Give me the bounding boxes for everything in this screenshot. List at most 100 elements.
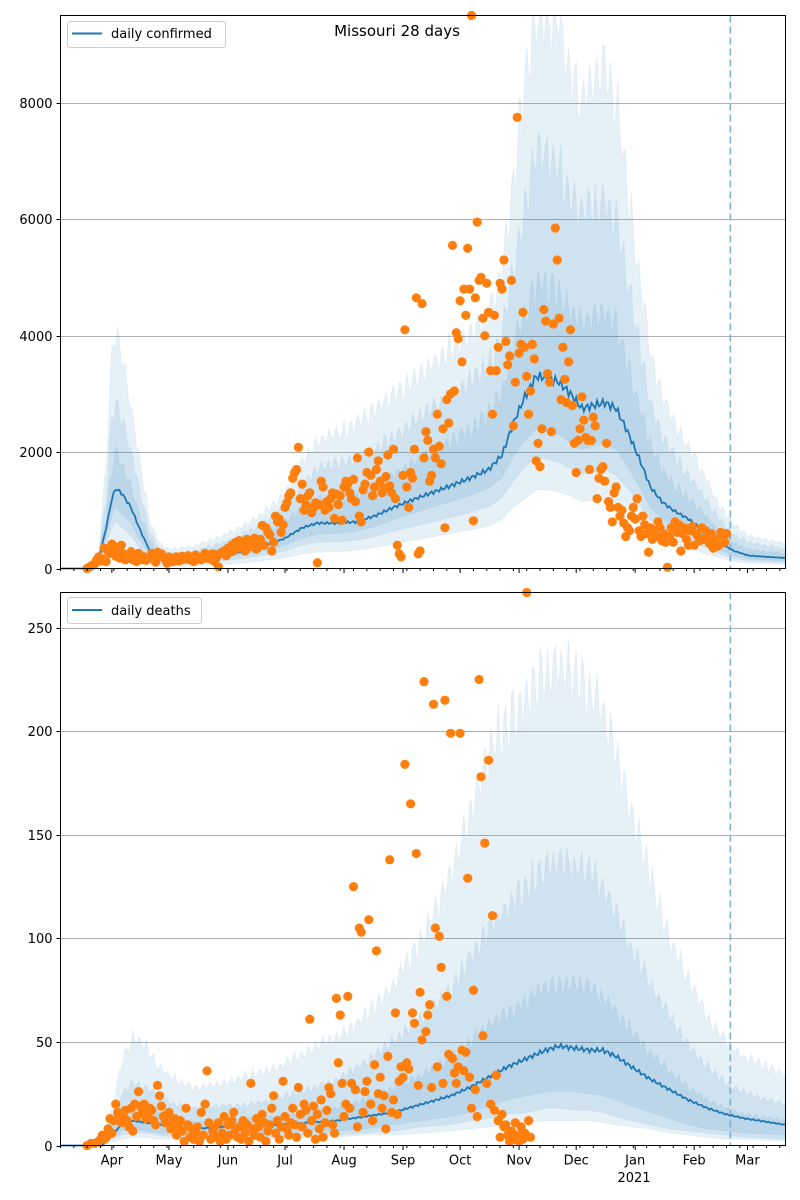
legend-label: daily confirmed: [111, 27, 212, 42]
x-tick-label: Apr: [101, 1154, 124, 1169]
confirmed-panel: 0 2000 4000 6000 8000 Missouri 28 days daily…: [19, 10, 786, 578]
data-point: [489, 1105, 499, 1115]
data-point: [339, 1111, 349, 1122]
data-point: [328, 1120, 338, 1130]
data-point: [345, 1103, 355, 1113]
data-point: [590, 421, 600, 431]
data-point: [468, 516, 478, 526]
data-point: [356, 927, 366, 937]
data-point: [366, 470, 376, 480]
data-point: [305, 488, 315, 498]
data-point: [381, 1124, 391, 1134]
data-point: [567, 400, 578, 411]
data-point: [164, 1107, 174, 1117]
data-point: [428, 699, 439, 709]
x-tick-label: Sep: [391, 1154, 416, 1169]
data-point: [459, 1066, 469, 1076]
data-point: [423, 435, 433, 445]
x-year-label: 2021: [617, 1171, 650, 1186]
data-point: [200, 1099, 210, 1109]
data-point: [529, 354, 539, 364]
y-tick-label: 0: [44, 563, 52, 578]
data-point: [495, 1132, 505, 1142]
data-point: [331, 993, 341, 1004]
data-point: [293, 442, 303, 452]
data-point: [476, 272, 486, 282]
data-point: [617, 505, 627, 515]
data-point: [175, 1116, 185, 1126]
data-point: [398, 1072, 408, 1082]
confirmed-gridlines: [60, 103, 786, 453]
data-point: [381, 471, 391, 482]
data-point: [447, 240, 458, 250]
data-point: [369, 482, 380, 492]
data-point: [350, 1085, 360, 1095]
data-point: [520, 342, 530, 352]
y-tick-label: 2000: [19, 446, 52, 461]
data-point: [411, 293, 421, 303]
confirmed-y-axis: 0 2000 4000 6000 8000: [19, 97, 61, 578]
deaths-y-axis: 0 50 100 150 200 250: [28, 622, 61, 1155]
data-point: [213, 562, 223, 572]
data-point: [291, 464, 302, 475]
data-point: [318, 1132, 328, 1142]
data-point: [468, 985, 478, 995]
data-point: [368, 491, 378, 501]
data-point: [383, 450, 393, 460]
data-point: [364, 915, 374, 925]
data-point: [390, 494, 400, 504]
data-point: [352, 453, 362, 463]
data-point: [510, 377, 520, 387]
y-tick-label: 150: [28, 829, 53, 844]
data-point: [425, 1000, 435, 1010]
data-point: [116, 540, 126, 550]
data-point: [213, 1118, 223, 1128]
data-point: [371, 464, 381, 475]
confirmed-x-axis: [60, 568, 781, 573]
data-point: [356, 517, 366, 527]
data-point: [388, 444, 399, 454]
data-point: [508, 421, 518, 431]
data-point: [415, 546, 425, 556]
data-point: [350, 497, 360, 507]
data-point: [463, 243, 473, 253]
data-point: [541, 316, 551, 326]
data-point: [577, 392, 587, 402]
data-point: [303, 1128, 313, 1138]
data-point: [324, 502, 334, 512]
data-point: [301, 1105, 311, 1115]
y-tick-label: 0: [44, 1140, 52, 1155]
data-point: [476, 772, 486, 782]
data-point: [501, 1120, 511, 1130]
data-point: [584, 464, 595, 475]
data-point: [484, 755, 494, 765]
data-point: [147, 1105, 157, 1115]
data-point: [449, 386, 459, 396]
data-point: [286, 488, 296, 498]
data-point: [461, 1047, 471, 1057]
data-point: [312, 558, 322, 568]
data-point: [487, 409, 498, 419]
data-point: [284, 1130, 294, 1140]
data-point: [409, 444, 419, 454]
x-tick-label: Aug: [331, 1154, 356, 1169]
data-point: [400, 759, 410, 770]
data-point: [624, 526, 635, 536]
confirmed-observed-points: [82, 10, 732, 574]
data-point: [505, 351, 515, 361]
data-point: [373, 456, 383, 466]
confirmed-legend: daily confirmed: [67, 21, 226, 48]
data-point: [482, 1078, 492, 1088]
data-point: [360, 479, 370, 489]
data-point: [499, 255, 509, 265]
data-point: [291, 1132, 302, 1142]
legend-box: [67, 597, 202, 624]
data-point: [687, 522, 697, 532]
data-point: [362, 1076, 372, 1086]
data-point: [537, 424, 547, 434]
data-point: [421, 427, 431, 437]
data-point: [133, 1087, 144, 1097]
data-point: [265, 530, 275, 540]
legend-box: [67, 21, 226, 48]
data-point: [109, 1116, 119, 1126]
